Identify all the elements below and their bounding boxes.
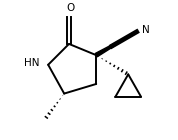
Text: N: N — [142, 25, 150, 35]
Text: HN: HN — [24, 58, 39, 68]
Polygon shape — [95, 31, 138, 57]
Text: O: O — [66, 3, 75, 13]
